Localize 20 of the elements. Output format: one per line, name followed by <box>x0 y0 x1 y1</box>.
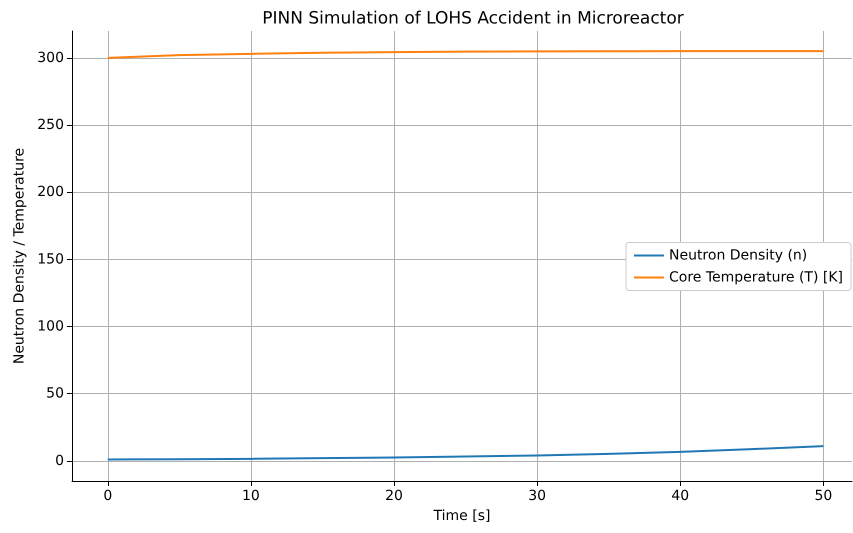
y-tick-label: 50 <box>46 386 64 402</box>
y-axis-title: Neutron Density / Temperature <box>11 148 28 364</box>
x-tick-label: 10 <box>242 488 260 504</box>
legend-label: Core Temperature (T) [K] <box>668 270 843 286</box>
x-tick-label: 40 <box>671 488 690 504</box>
x-tick-label: 0 <box>103 488 112 504</box>
x-tick-label: 20 <box>385 488 403 504</box>
y-tick-label: 0 <box>55 452 64 469</box>
line-series <box>106 50 824 59</box>
y-tick-label: 100 <box>37 318 64 335</box>
chart-title: PINN Simulation of LOHS Accident in Microreactor <box>262 8 684 28</box>
legend-label: Neutron Density (n) <box>668 248 808 264</box>
y-tick-label: 300 <box>37 50 64 66</box>
y-tick-label: 200 <box>37 184 64 200</box>
y-tick-label: 150 <box>37 251 64 268</box>
x-tick-label: 50 <box>814 488 832 504</box>
line-series <box>106 445 824 461</box>
y-tick-label: 250 <box>37 117 64 134</box>
x-axis-title: Time [s] <box>432 508 490 524</box>
x-tick-label: 30 <box>528 488 546 504</box>
